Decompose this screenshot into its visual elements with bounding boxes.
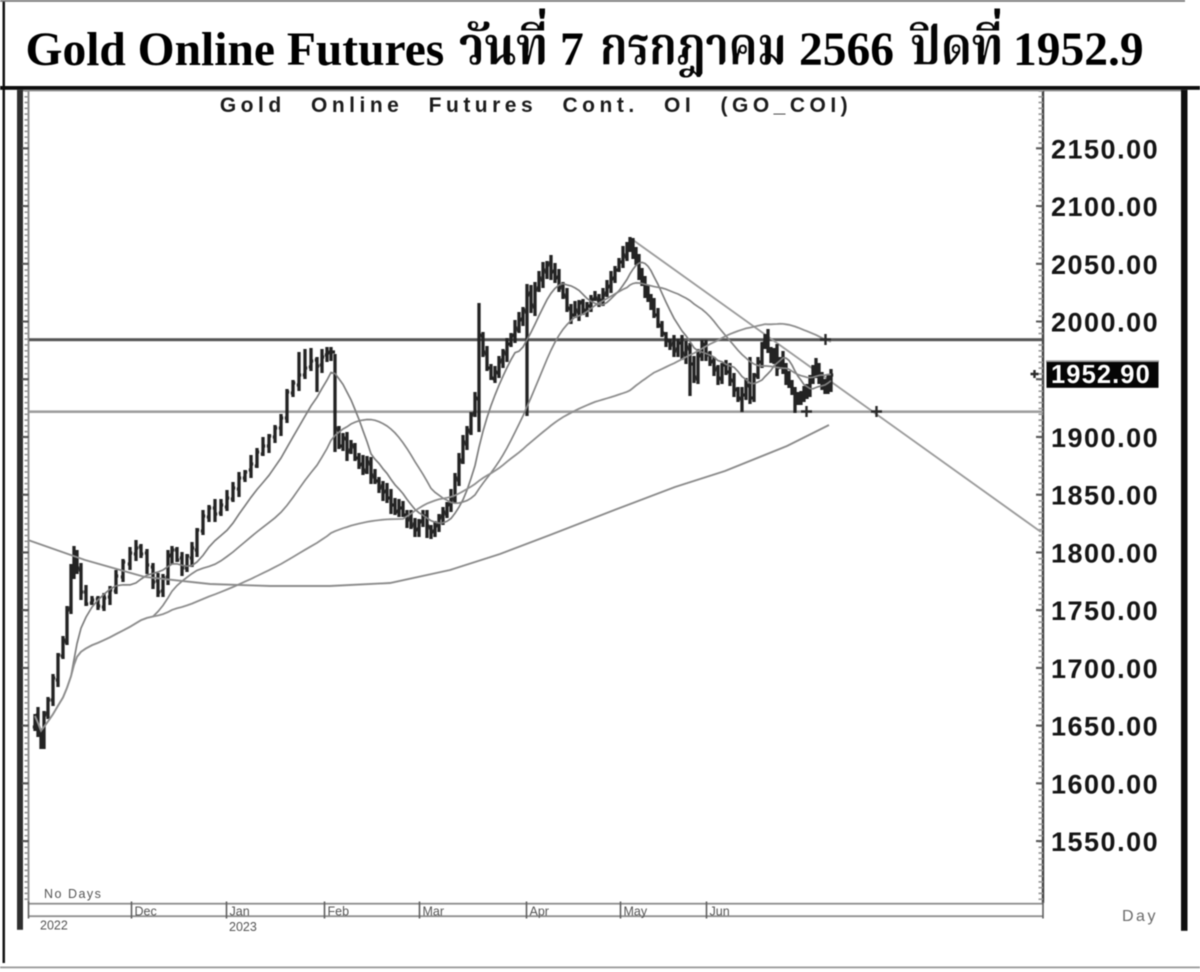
svg-text:2023: 2023 bbox=[229, 920, 257, 934]
svg-text:1600.00: 1600.00 bbox=[1051, 769, 1159, 799]
svg-text:Mar: Mar bbox=[423, 905, 445, 919]
svg-text:1900.00: 1900.00 bbox=[1051, 423, 1159, 453]
svg-text:2100.00: 2100.00 bbox=[1051, 192, 1159, 222]
svg-text:Dec: Dec bbox=[135, 905, 157, 919]
svg-text:1550.00: 1550.00 bbox=[1051, 827, 1159, 857]
svg-text:Apr: Apr bbox=[530, 905, 549, 919]
svg-text:Gold Online Futures Cont. OI (: Gold Online Futures Cont. OI (GO_COI) bbox=[220, 94, 852, 117]
svg-text:1952.9: 1952.9 bbox=[1013, 24, 1144, 76]
svg-text:2150.00: 2150.00 bbox=[1051, 134, 1159, 164]
svg-text:Gold Online Futures: Gold Online Futures bbox=[26, 24, 445, 76]
svg-text:Jan: Jan bbox=[230, 905, 250, 919]
svg-text:Feb: Feb bbox=[328, 905, 350, 919]
svg-text:May: May bbox=[624, 905, 648, 919]
svg-text:Day: Day bbox=[1122, 908, 1158, 925]
svg-text:2000.00: 2000.00 bbox=[1051, 308, 1159, 338]
svg-text:2566: 2566 bbox=[799, 24, 894, 76]
svg-text:1700.00: 1700.00 bbox=[1051, 654, 1159, 684]
svg-text:1952.90: 1952.90 bbox=[1051, 361, 1151, 389]
svg-text:1750.00: 1750.00 bbox=[1051, 596, 1159, 626]
svg-text:7: 7 bbox=[560, 24, 584, 76]
svg-text:Jun: Jun bbox=[710, 905, 730, 919]
svg-text:1800.00: 1800.00 bbox=[1051, 538, 1159, 568]
svg-text:1650.00: 1650.00 bbox=[1051, 712, 1159, 742]
svg-text:2050.00: 2050.00 bbox=[1051, 250, 1159, 280]
svg-text:1850.00: 1850.00 bbox=[1051, 481, 1159, 511]
svg-text:2022: 2022 bbox=[40, 919, 68, 933]
svg-text:No Days: No Days bbox=[44, 887, 102, 901]
